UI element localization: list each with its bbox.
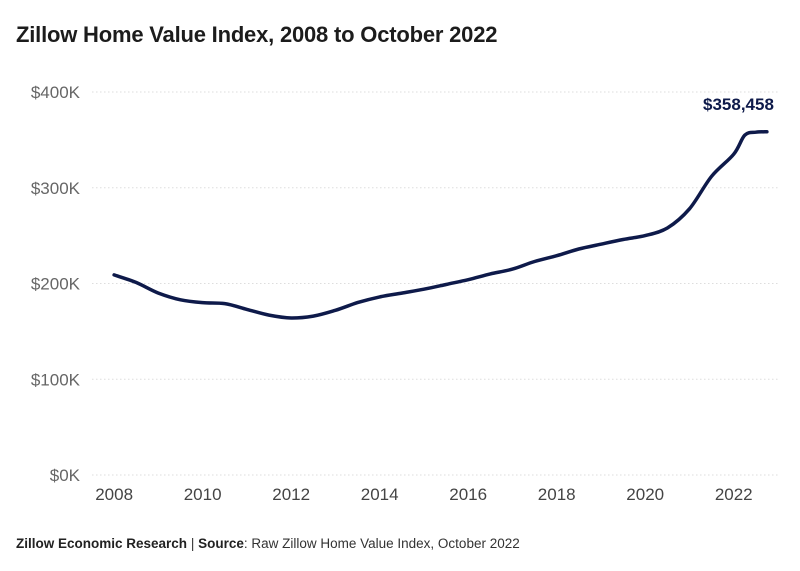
x-tick-label: 2018 xyxy=(538,485,576,504)
footer-source-label: Source xyxy=(198,536,244,551)
end-value-label: $358,458 xyxy=(703,95,774,114)
x-axis-ticks: 2008 2010 2012 2014 2016 2018 2020 2022 xyxy=(95,485,752,504)
x-tick-label: 2008 xyxy=(95,485,133,504)
y-tick-label: $400K xyxy=(31,83,81,102)
x-tick-label: 2020 xyxy=(626,485,664,504)
chart-title: Zillow Home Value Index, 2008 to October… xyxy=(16,22,498,47)
footer-source-text: : Raw Zillow Home Value Index, October 2… xyxy=(243,536,520,551)
series-line xyxy=(112,130,769,320)
y-tick-label: $300K xyxy=(31,179,81,198)
y-tick-label: $0K xyxy=(50,466,81,485)
footer-org: Zillow Economic Research xyxy=(16,536,188,551)
x-tick-label: 2014 xyxy=(361,485,399,504)
footer-separator: | xyxy=(187,536,199,551)
x-tick-label: 2012 xyxy=(272,485,310,504)
series-layer xyxy=(112,130,769,320)
y-axis-ticks: $0K $100K $200K $300K $400K xyxy=(31,83,81,485)
x-tick-label: 2022 xyxy=(715,485,753,504)
y-tick-label: $200K xyxy=(31,275,81,294)
x-tick-label: 2010 xyxy=(184,485,222,504)
source-footer: Zillow Economic Research | Source: Raw Z… xyxy=(16,536,520,551)
annotations: $358,458 xyxy=(703,95,774,114)
x-tick-label: 2016 xyxy=(449,485,487,504)
y-tick-label: $100K xyxy=(31,370,81,389)
gridlines xyxy=(92,91,778,476)
